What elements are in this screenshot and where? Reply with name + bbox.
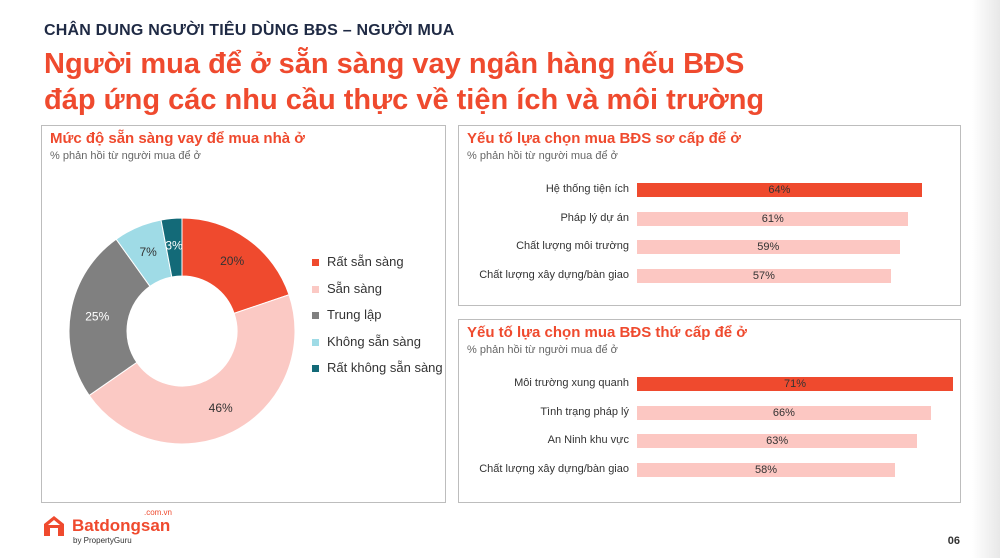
primary-bar: 61% [637, 211, 909, 226]
donut-legend: Rất sẵn sàng Sẵn sàng Trung lập Không sẵn s… [312, 254, 443, 387]
secondary-bar-fill [637, 405, 931, 420]
legend-label: Sẵn sàng [327, 280, 382, 296]
headline-line-1: Người mua để ở sẵn sàng vay ngân hàng nế… [44, 48, 745, 80]
legend-label: Không sẵn sàng [327, 333, 421, 349]
house-icon [44, 516, 64, 536]
primary-value-label: 57% [752, 269, 775, 282]
primary-bar-row: Pháp lý dự án 61% [459, 208, 962, 230]
secondary-category-label: Môi trường xung quanh [514, 377, 629, 389]
donut-data-label-5: 3% [165, 238, 183, 252]
secondary-bar: 66% [637, 405, 931, 420]
donut-slice-2 [88, 294, 296, 445]
primary-bar-fill [637, 268, 891, 283]
secondary-factors-title: Yếu tố lựa chọn mua BĐS thứ cấp để ở [467, 324, 747, 341]
donut-data-label-2: 46% [209, 401, 233, 415]
legend-item-2: Sẵn sàng [312, 281, 443, 308]
secondary-factors-subtitle: % phản hồi từ người mua để ở [467, 344, 618, 356]
primary-value-label: 64% [768, 184, 791, 196]
primary-factors-chart: Hệ thống tiện ích 64% Pháp lý dự án 61% Chất… [459, 126, 962, 307]
secondary-category-label: An Ninh khu vực [547, 434, 629, 446]
legend-swatch [312, 259, 319, 266]
slide-edge-shadow [972, 0, 1000, 558]
logo-wordmark: Batdongsan [72, 516, 171, 535]
legend-swatch [312, 285, 319, 293]
secondary-bar-fill [637, 377, 953, 391]
secondary-bar-row: An Ninh khu vực 63% [459, 430, 962, 452]
secondary-factors-panel: Yếu tố lựa chọn mua BĐS thứ cấp để ở % p… [458, 319, 961, 503]
legend-label: Rất sẵn sàng [327, 254, 404, 269]
headline-line-2: đáp ứng các nhu cầu thực về tiện ích và … [44, 84, 765, 116]
primary-category-label: Chất lượng xây dựng/bàn giao [479, 268, 629, 281]
secondary-category-label: Tình trạng pháp lý [540, 405, 629, 418]
donut-chart-panel: Mức độ sẵn sàng vay để mua nhà ở % phản … [41, 125, 446, 503]
donut-data-label-4: 7% [139, 245, 157, 259]
primary-value-label: 61% [761, 212, 784, 225]
secondary-category-label: Chất lượng xây dựng/bàn giao [479, 462, 629, 475]
primary-bar: 64% [637, 183, 922, 197]
secondary-value-label: 63% [766, 435, 789, 447]
donut-slice-3 [68, 238, 151, 397]
donut-chart: 20% 46% 25% 7% 3% [68, 217, 296, 445]
primary-category-label: Hệ thống tiện ích [545, 183, 629, 195]
primary-bar: 57% [637, 268, 891, 283]
primary-bar-fill [637, 211, 909, 226]
primary-bar-row: Chất lượng môi trường 59% [459, 236, 962, 258]
donut-data-label-3: 25% [85, 309, 109, 323]
page-number: 06 [947, 535, 960, 547]
secondary-bar-fill [637, 434, 918, 448]
primary-category-label: Chất lượng môi trường [516, 240, 629, 252]
legend-label: Trung lập [327, 307, 382, 322]
donut-data-label-1: 20% [220, 254, 244, 268]
legend-item-1: Rất sẵn sàng [312, 254, 443, 281]
secondary-bar-fill [637, 462, 896, 477]
secondary-bar-row: Tình trạng pháp lý 66% [459, 402, 962, 424]
secondary-bar: 71% [637, 377, 953, 391]
primary-factors-subtitle: % phản hồi từ người mua để ở [467, 150, 618, 162]
legend-item-3: Trung lập [312, 307, 443, 334]
legend-swatch [312, 312, 319, 319]
donut-chart-subtitle: % phản hồi từ người mua để ở [50, 150, 201, 162]
secondary-bar-row: Chất lượng xây dựng/bàn giao 58% [459, 459, 962, 481]
legend-swatch [312, 365, 319, 372]
secondary-bar-row: Môi trường xung quanh 71% [459, 373, 962, 395]
logo-domain-suffix: .com.vn [144, 508, 173, 517]
legend-label: Rất không sẵn sàng [327, 360, 443, 375]
secondary-value-label: 71% [783, 378, 807, 390]
primary-category-label: Pháp lý dự án [560, 211, 629, 224]
primary-bar-fill [637, 240, 900, 254]
primary-factors-panel: Yếu tố lựa chọn mua BĐS sơ cấp để ở % ph… [458, 125, 961, 306]
primary-bar: 59% [637, 240, 900, 254]
logo-byline: by PropertyGuru [73, 536, 132, 545]
legend-item-5: Rất không sẵn sàng [312, 360, 443, 387]
primary-factors-title: Yếu tố lựa chọn mua BĐS sơ cấp để ở [467, 130, 741, 147]
primary-value-label: 59% [757, 241, 780, 253]
legend-item-4: Không sẵn sàng [312, 334, 443, 361]
legend-swatch [312, 338, 319, 346]
donut-chart-title: Mức độ sẵn sàng vay để mua nhà ở [50, 130, 305, 147]
secondary-value-label: 58% [755, 463, 778, 476]
donut-slice-5 [160, 217, 183, 278]
secondary-factors-chart: Môi trường xung quanh 71% Tình trạng pháp … [459, 320, 962, 504]
slide-headline: Người mua để ở sẵn sàng vay ngân hàng nế… [44, 46, 944, 118]
secondary-bar: 58% [637, 462, 896, 477]
secondary-value-label: 66% [772, 406, 795, 419]
secondary-bar: 63% [637, 434, 918, 448]
primary-bar-fill [637, 183, 922, 197]
slide-kicker: CHÂN DUNG NGƯỜI TIÊU DÙNG BĐS – NGƯỜI MU… [44, 22, 455, 39]
primary-bar-row: Chất lượng xây dựng/bàn giao 57% [459, 265, 962, 287]
primary-bar-row: Hệ thống tiện ích 64% [459, 179, 962, 201]
